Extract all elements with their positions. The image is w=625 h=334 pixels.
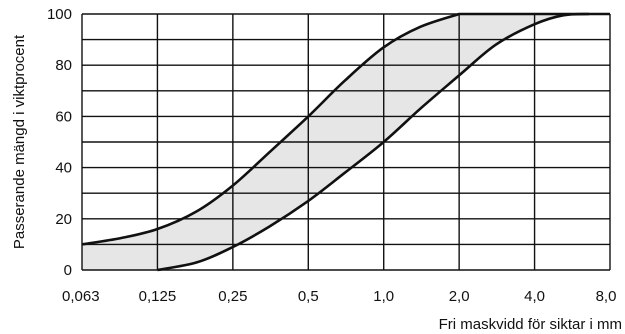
grid (81, 13, 611, 271)
x-tick-labels: 0,063 0,125 0,25 0,5 1,0 2,0 4,0 8,0 (62, 288, 616, 305)
y-tick-labels: 0 20 40 60 80 100 (47, 6, 72, 279)
x-axis-label: Fri maskvidd för siktar i mm (439, 316, 622, 333)
x-tick-label: 2,0 (449, 288, 470, 305)
lower-limit-curve (157, 12, 590, 272)
x-tick-label: 0,125 (139, 288, 177, 305)
y-tick-label: 20 (55, 211, 72, 228)
y-tick-label: 100 (47, 6, 72, 23)
x-tick-label: 8,0 (596, 288, 617, 305)
x-tick-label: 1,0 (373, 288, 394, 305)
y-tick-label: 0 (64, 262, 72, 279)
y-tick-label: 80 (55, 57, 72, 74)
upper-limit-curve (81, 12, 610, 246)
x-tick-label: 0,063 (62, 288, 100, 305)
x-tick-label: 0,25 (218, 288, 247, 305)
x-tick-label: 0,5 (298, 288, 319, 305)
y-tick-label: 40 (55, 160, 72, 177)
x-tick-label: 4,0 (524, 288, 545, 305)
y-axis-label: Passerande mängd i viktprocent (11, 34, 28, 249)
y-tick-label: 60 (55, 108, 72, 125)
